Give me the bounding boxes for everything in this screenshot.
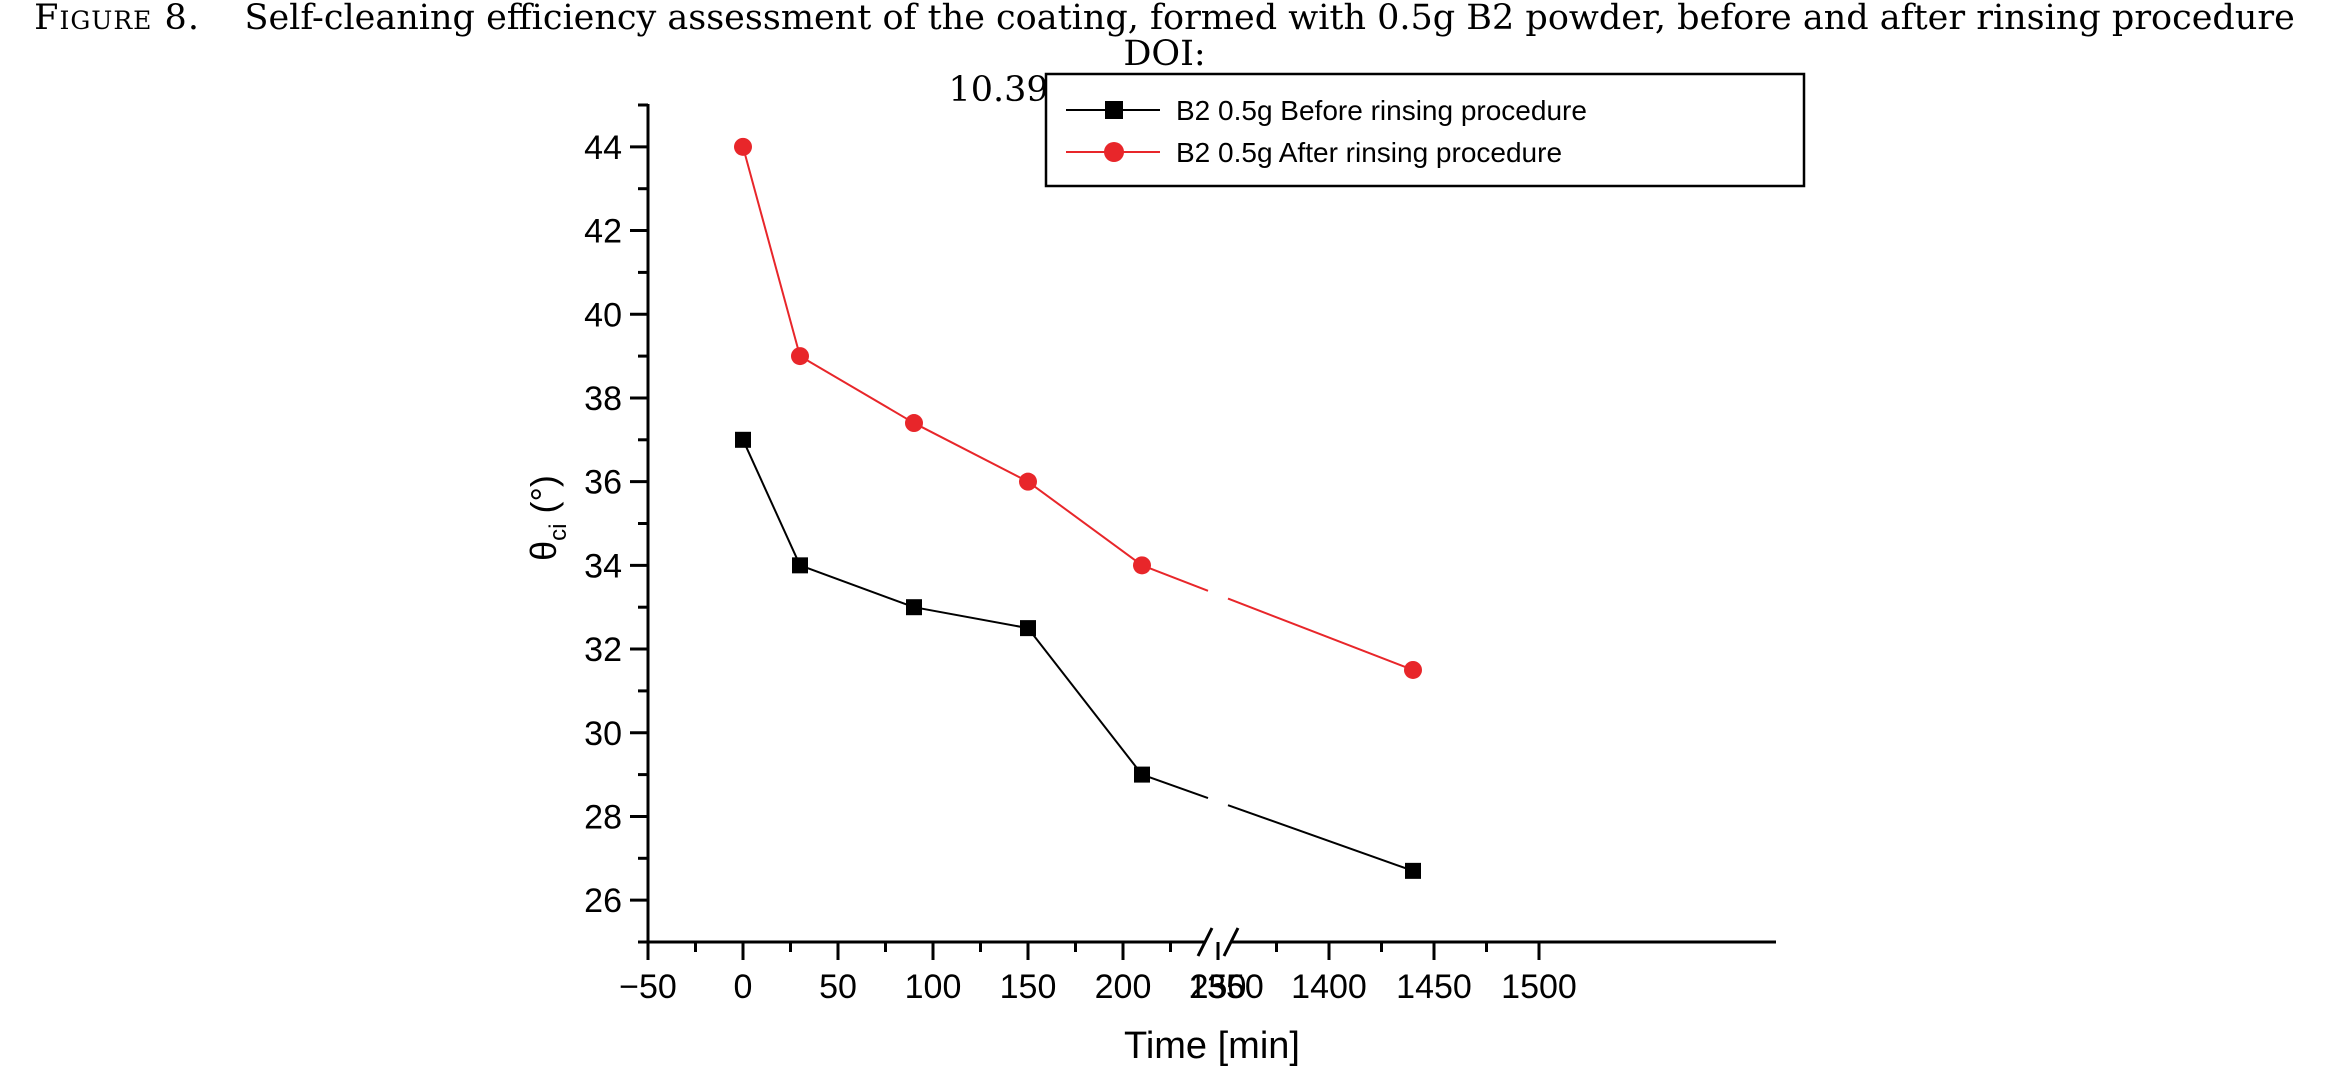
- data-point-circle: [791, 347, 809, 366]
- y-tick-label: 36: [584, 464, 622, 502]
- series-1: [735, 431, 1421, 879]
- x-tick-label: 1450: [1396, 968, 1472, 1006]
- legend-marker-circle: [1104, 142, 1124, 162]
- x-tick-label: 200: [1095, 968, 1152, 1006]
- data-point-circle: [1133, 556, 1151, 575]
- legend-entry-label: B2 0.5g After rinsing procedure: [1176, 137, 1562, 168]
- data-point-circle: [734, 137, 752, 156]
- legend-entry-label: B2 0.5g Before rinsing procedure: [1176, 95, 1587, 126]
- y-axis-label-symbol: θ: [523, 541, 564, 561]
- data-point-circle: [1404, 660, 1422, 679]
- y-tick-label: 26: [584, 882, 622, 920]
- y-tick-label: 30: [584, 715, 622, 753]
- figure-label: Figure 8.: [34, 0, 200, 38]
- axis-break-mark-2: [1222, 927, 1240, 957]
- series-line-segment: [799, 355, 915, 424]
- series-2: [734, 137, 1422, 679]
- data-point-square: [1134, 766, 1150, 783]
- data-point-square: [792, 557, 808, 574]
- x-tick-label: 250: [1190, 968, 1247, 1006]
- axes: 26 28 30 32 34 36 38 40 42 44 −50 0 50 100 150 200 25013…: [584, 103, 1776, 1006]
- x-tick-label: 100: [905, 968, 962, 1006]
- y-tick-label: 34: [584, 547, 622, 585]
- data-point-square: [906, 599, 922, 616]
- data-point-square: [1405, 862, 1421, 879]
- axis-break-mark-1: [1196, 927, 1214, 957]
- series-line-segment: [1227, 804, 1414, 872]
- data-point-square: [1020, 620, 1036, 637]
- data-point-square: [735, 431, 751, 448]
- caption-text-line1: Self-cleaning efficiency assessment of t…: [244, 0, 2295, 74]
- x-tick-label: −50: [619, 968, 677, 1006]
- x-tick-label: 1350: [1188, 968, 1264, 1006]
- x-tick-label: 50: [819, 968, 857, 1006]
- series-line-segment: [913, 422, 1029, 483]
- data-point-circle: [905, 414, 923, 433]
- data-point-circle: [1019, 472, 1037, 491]
- series-line-segment: [913, 606, 1029, 630]
- series-line-segment: [742, 439, 801, 566]
- y-tick-label: 42: [584, 213, 622, 251]
- x-tick-label: 150: [1000, 968, 1057, 1006]
- y-tick-label: 40: [584, 296, 622, 334]
- y-axis-label-subscript: ci: [545, 524, 572, 541]
- y-axis-label-unit: (°): [523, 475, 564, 523]
- series-line-segment: [742, 146, 801, 357]
- series-line-segment: [1027, 480, 1143, 567]
- x-tick-label: 1400: [1291, 968, 1367, 1006]
- x-axis-label: Time [min]: [1124, 1025, 1300, 1067]
- series-line-segment: [799, 564, 915, 609]
- series-line-segment: [1141, 773, 1209, 799]
- x-tick-label: 1500: [1501, 968, 1577, 1006]
- series-layer: [734, 137, 1422, 879]
- legend-box: [1044, 72, 1806, 188]
- legend: B2 0.5g Before rinsing procedure B2 0.5g …: [1044, 72, 1806, 188]
- y-tick-label: 44: [584, 129, 622, 167]
- y-tick-label: 38: [584, 380, 622, 418]
- y-tick-label: 32: [584, 631, 622, 669]
- series-line-segment: [1141, 564, 1209, 592]
- y-tick-label: 28: [584, 798, 622, 836]
- series-line-segment: [1027, 627, 1143, 776]
- axis-labels: Time [min] θci (°): [523, 475, 1300, 1067]
- series-line-segment: [1227, 597, 1414, 671]
- x-tick-label: 0: [734, 968, 753, 1006]
- y-axis-label: θci (°): [523, 475, 572, 561]
- legend-marker-square: [1105, 101, 1123, 119]
